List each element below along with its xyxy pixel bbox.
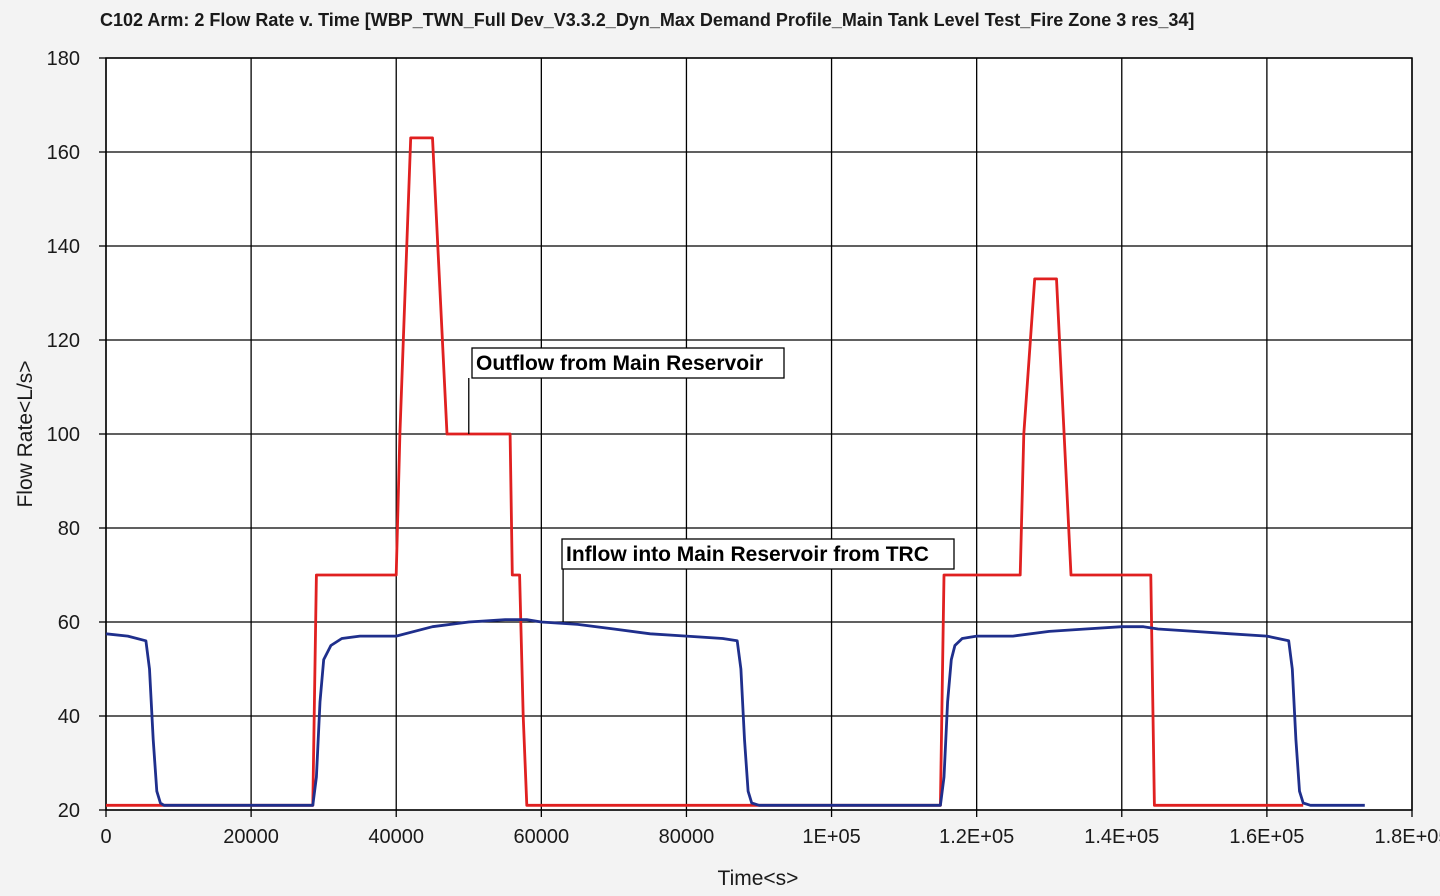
outflow-series-line <box>106 136 1304 807</box>
y-tick-label: 140 <box>47 236 80 258</box>
y-tick-label: 160 <box>47 142 80 164</box>
x-tick-label: 40000 <box>368 826 424 848</box>
y-tick-label: 120 <box>47 330 80 352</box>
x-tick-label: 60000 <box>514 826 570 848</box>
axis-ticks: 0 20000 40000 60000 80000 1E+05 1.2E+05 1.4E+05… <box>47 48 1440 848</box>
y-tick-label: 100 <box>47 424 80 446</box>
annotation-label: Outflow from Main Reservoir <box>476 352 763 375</box>
y-tick-label: 180 <box>47 48 80 70</box>
x-tick-label: 1.4E+05 <box>1084 826 1159 848</box>
x-tick-label: 0 <box>100 826 111 848</box>
annotation-box <box>471 347 785 379</box>
annotation-box <box>561 538 955 570</box>
y-tick-label: 60 <box>58 612 80 634</box>
x-axis-label: Time<s> <box>718 867 799 890</box>
x-tick-label: 1E+05 <box>802 826 860 848</box>
x-tick-label: 1.6E+05 <box>1229 826 1304 848</box>
annotation-label: Inflow into Main Reservoir from TRC <box>566 543 929 566</box>
x-tick-label: 80000 <box>659 826 715 848</box>
x-tick-label: 20000 <box>223 826 279 848</box>
series-group <box>105 136 1365 807</box>
y-tick-label: 20 <box>58 800 80 822</box>
x-tick-label: 1.8E+05 <box>1374 826 1440 848</box>
annotations-group: Outflow from Main Reservoir Inflow into M… <box>468 347 955 622</box>
x-tick-label: 1.2E+05 <box>939 826 1014 848</box>
chart-title: C102 Arm: 2 Flow Rate v. Time [WBP_TWN_F… <box>100 10 1194 30</box>
y-tick-label: 40 <box>58 706 80 728</box>
y-axis-label: Flow Rate<L/s> <box>14 360 37 507</box>
grid-lines <box>105 57 1413 811</box>
y-tick-label: 80 <box>58 518 80 540</box>
inflow-series-line <box>105 618 1365 807</box>
